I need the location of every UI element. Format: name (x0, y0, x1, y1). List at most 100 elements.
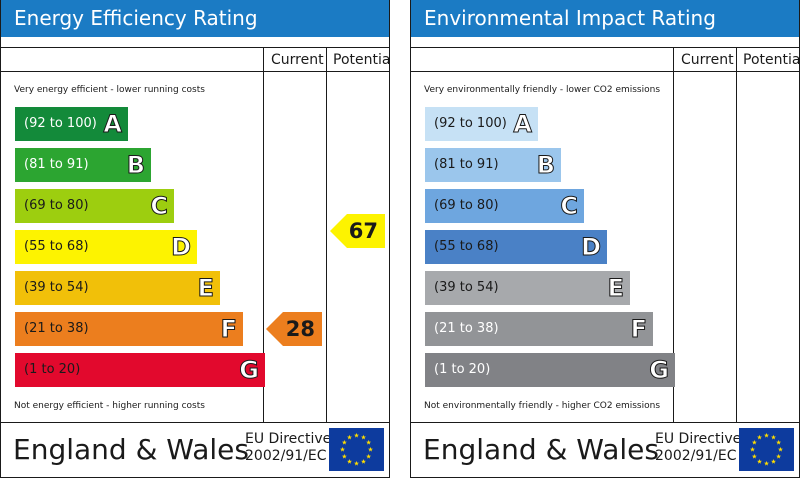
current-rating-shape (266, 312, 322, 346)
current-rating-arrow: 28 (266, 312, 322, 346)
band-letter: E (607, 274, 624, 303)
divider (411, 71, 799, 72)
star-icon (764, 460, 769, 466)
band-letter: B (126, 151, 145, 180)
star-icon (361, 459, 366, 464)
band-range: (55 to 68) (434, 239, 499, 254)
eu-directive: EU Directive 2002/91/EC (655, 431, 740, 465)
rating-band-c: (69 to 80) C (15, 189, 174, 223)
eu-directive-line-2: 2002/91/EC (655, 448, 737, 464)
column-divider (673, 47, 674, 422)
star-icon (776, 453, 782, 459)
bottom-note: Not environmentally friendly - higher CO… (424, 401, 661, 411)
current-rating-value: 28 (285, 317, 315, 341)
band-letter: E (197, 274, 214, 303)
potential-rating-arrow: 67 (330, 214, 385, 248)
band-range: (1 to 20) (434, 362, 491, 377)
potential-column-header: Potential (743, 52, 800, 68)
potential-rating-shape (330, 214, 385, 248)
star-icon (347, 459, 352, 464)
star-icon (361, 434, 366, 440)
band-letter: G (239, 356, 260, 385)
band-letter: B (536, 151, 555, 180)
rating-band-e: (39 to 54) E (15, 271, 220, 305)
star-icon (751, 453, 757, 459)
band-range: (81 to 91) (24, 157, 89, 172)
environment-header: Environmental Impact Rating (411, 0, 799, 37)
eu-directive-line-2: 2002/91/EC (245, 448, 327, 464)
potential-rating-value: 67 (348, 219, 378, 243)
star-icon (750, 446, 755, 452)
star-icon (341, 453, 347, 459)
rating-band-d: (55 to 68) D (15, 230, 197, 264)
eu-directive-line-1: EU Directive (245, 431, 330, 447)
band-range: (92 to 100) (434, 116, 507, 131)
rating-band-g: (1 to 20) G (425, 353, 675, 387)
band-letter: C (150, 192, 169, 221)
rating-band-e: (39 to 54) E (425, 271, 630, 305)
divider (1, 422, 389, 423)
band-letter: D (581, 233, 602, 262)
energy-title: Energy Efficiency Rating (14, 6, 258, 30)
environment-title: Environmental Impact Rating (424, 6, 716, 30)
band-range: (69 to 80) (24, 198, 89, 213)
band-range: (81 to 91) (434, 157, 499, 172)
star-icon (368, 446, 373, 452)
star-icon (751, 439, 757, 445)
star-icon (354, 460, 359, 466)
band-letter: D (171, 233, 192, 262)
divider (411, 47, 799, 48)
rating-band-g: (1 to 20) G (15, 353, 265, 387)
band-range: (1 to 20) (24, 362, 81, 377)
band-range: (55 to 68) (24, 239, 89, 254)
top-note: Very energy efficient - lower running co… (14, 85, 205, 95)
divider (1, 47, 389, 48)
rating-band-f: (21 to 38) F (425, 312, 653, 346)
divider (1, 71, 389, 72)
star-icon (366, 453, 372, 459)
star-icon (366, 439, 372, 445)
eu-flag-icon (329, 428, 384, 471)
divider (411, 422, 799, 423)
current-column-header: Current (681, 52, 734, 68)
column-divider (263, 47, 264, 422)
eu-directive-line-1: EU Directive (655, 431, 740, 447)
star-icon (354, 432, 359, 438)
rating-band-d: (55 to 68) D (425, 230, 607, 264)
column-divider (736, 47, 737, 422)
eu-flag-icon (739, 428, 794, 471)
rating-band-f: (21 to 38) F (15, 312, 243, 346)
star-icon (340, 446, 345, 452)
band-range: (39 to 54) (24, 280, 89, 295)
star-icon (347, 434, 352, 440)
star-icon (341, 439, 347, 445)
current-column-header: Current (271, 52, 324, 68)
eu-directive: EU Directive 2002/91/EC (245, 431, 330, 465)
star-icon (757, 434, 762, 440)
band-letter: F (220, 315, 237, 344)
rating-band-b: (81 to 91) B (15, 148, 151, 182)
band-range: (39 to 54) (434, 280, 499, 295)
energy-header: Energy Efficiency Rating (1, 0, 389, 37)
footer-country: England & Wales (13, 433, 249, 466)
rating-band-a: (92 to 100) A (425, 107, 538, 141)
star-icon (776, 439, 782, 445)
rating-band-b: (81 to 91) B (425, 148, 561, 182)
band-letter: A (103, 110, 123, 139)
star-icon (778, 446, 783, 452)
rating-band-c: (69 to 80) C (425, 189, 584, 223)
star-icon (764, 432, 769, 438)
star-icon (771, 459, 776, 464)
top-note: Very environmentally friendly - lower CO… (424, 85, 661, 95)
environmental-impact-panel: Environmental Impact Rating Current Pote… (410, 0, 800, 478)
band-range: (21 to 38) (24, 321, 89, 336)
band-letter: C (560, 192, 579, 221)
bottom-note: Not energy efficient - higher running co… (14, 401, 205, 411)
column-divider (326, 47, 327, 422)
band-range: (92 to 100) (24, 116, 97, 131)
star-icon (771, 434, 776, 440)
band-letter: A (513, 110, 533, 139)
band-letter: G (649, 356, 670, 385)
potential-column-header: Potential (333, 52, 390, 68)
band-range: (69 to 80) (434, 198, 499, 213)
